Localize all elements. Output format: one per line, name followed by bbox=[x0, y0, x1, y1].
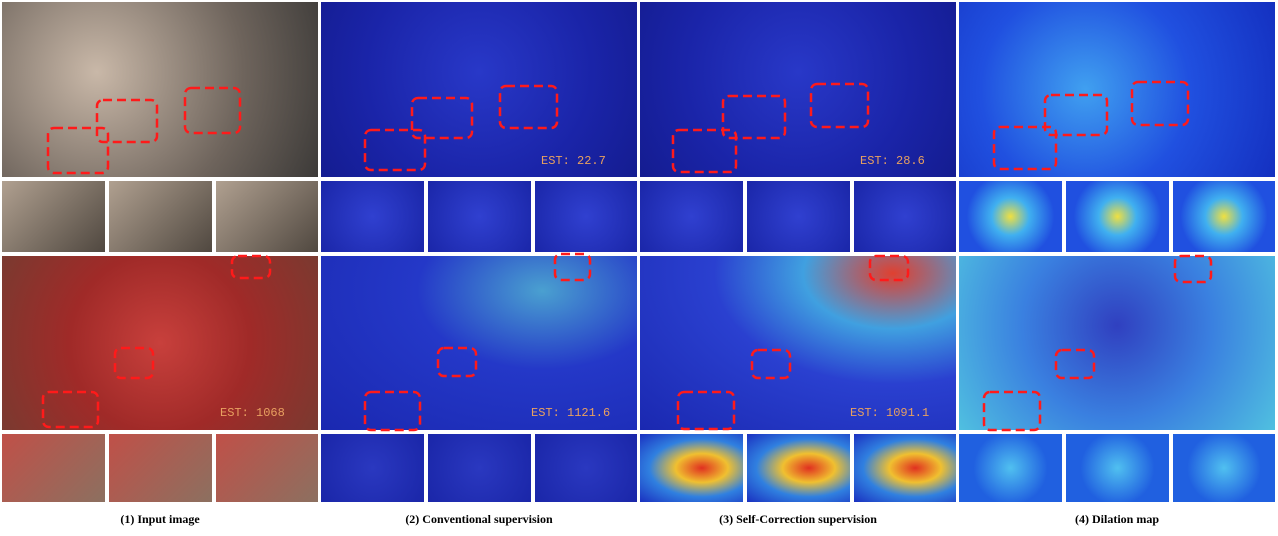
figure: EST: 1068(1) Input imageEST: 22.7EST: 11… bbox=[0, 0, 1278, 536]
highlight-boxes bbox=[0, 0, 1278, 536]
